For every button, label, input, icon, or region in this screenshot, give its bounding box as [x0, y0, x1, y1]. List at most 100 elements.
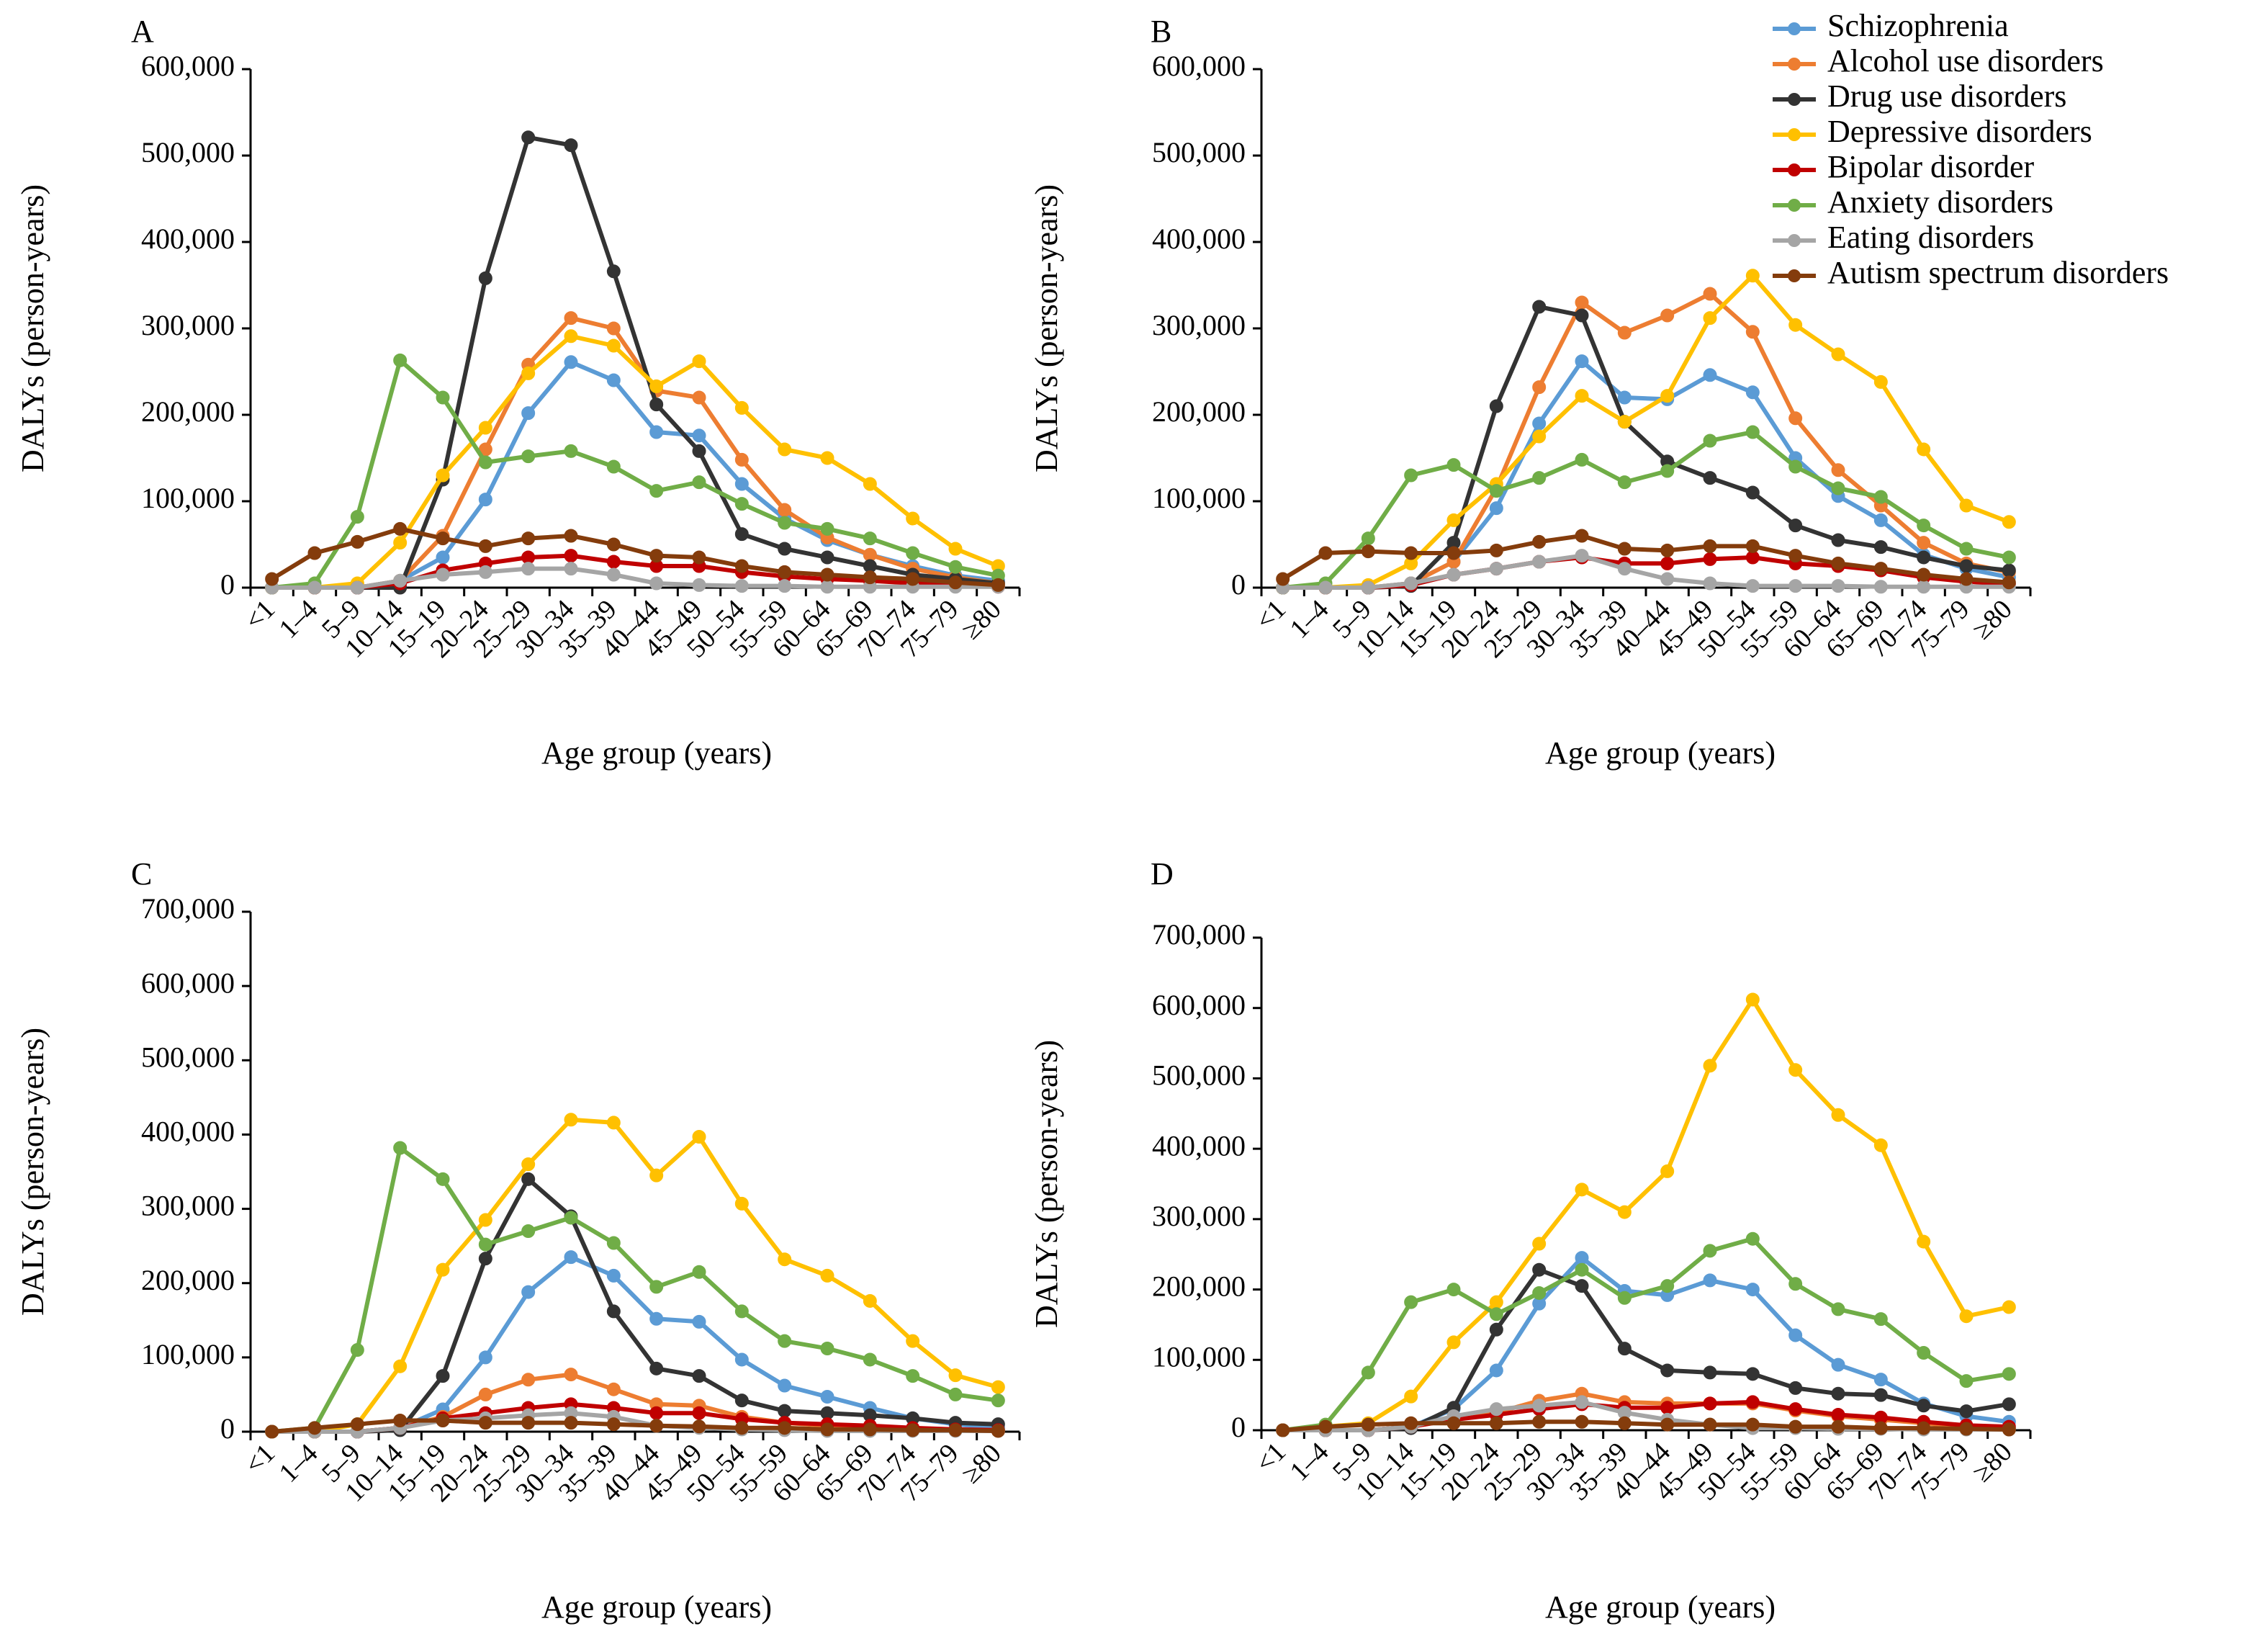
data-point [820, 580, 834, 594]
y-tick-label: 500,000 [1152, 1059, 1246, 1092]
legend-item: Anxiety disorders [1773, 184, 2053, 220]
data-point [1831, 347, 1845, 362]
legend-label: Depressive disorders [1827, 114, 2092, 149]
data-point [778, 516, 792, 530]
y-tick-label: 400,000 [1152, 1129, 1246, 1162]
x-tick-label: 1–4 [274, 594, 324, 645]
data-point [1660, 543, 1675, 557]
data-point [1532, 416, 1547, 431]
data-point [436, 1369, 450, 1383]
data-point [1917, 442, 1931, 457]
data-point [1660, 572, 1675, 586]
x-tick-label: <1 [1250, 594, 1292, 636]
series-line [271, 1255, 999, 1434]
data-point [1959, 572, 1974, 586]
y-tick-label: 0 [220, 568, 235, 601]
data-point [906, 546, 920, 560]
data-point [1660, 389, 1675, 403]
data-point [1745, 992, 1760, 1007]
data-point [393, 353, 408, 367]
legend-label: Bipolar disorder [1827, 149, 2035, 184]
data-point [1745, 385, 1760, 400]
series-line [1282, 534, 2010, 585]
data-point [1575, 1262, 1589, 1277]
data-point [1745, 425, 1760, 439]
data-point [350, 1343, 364, 1358]
data-point [521, 1172, 536, 1186]
data-point [1788, 411, 1803, 426]
data-point [778, 1334, 792, 1348]
data-point [606, 1116, 621, 1130]
data-point [734, 1421, 749, 1435]
data-point [606, 1304, 621, 1319]
data-point [820, 550, 834, 565]
data-point [1831, 556, 1845, 570]
data-point [1745, 1231, 1760, 1246]
data-point [564, 549, 578, 563]
data-point [649, 484, 664, 498]
data-point [991, 1424, 1005, 1438]
data-point [1831, 533, 1845, 547]
data-point [521, 406, 536, 421]
data-point [1489, 1363, 1503, 1378]
legend-swatch-marker [1788, 199, 1801, 212]
chart-panel-c: C 0 100,000 200,000 300,000 400,000 500,000 600… [15, 856, 1021, 1625]
data-point [606, 567, 621, 582]
data-point [778, 542, 792, 556]
data-point [649, 1361, 664, 1376]
data-point [1745, 1367, 1760, 1381]
y-tick-label: 300,000 [141, 309, 235, 341]
data-point [1617, 475, 1632, 490]
data-point [649, 1419, 664, 1433]
data-point [1446, 513, 1461, 527]
data-point [820, 1422, 834, 1437]
legend-item: Depressive disorders [1773, 114, 2092, 149]
data-point [778, 1404, 792, 1418]
data-point [436, 1414, 450, 1428]
data-point [1831, 481, 1845, 495]
data-point [2002, 515, 2016, 529]
legend-label: Eating disorders [1827, 220, 2034, 255]
data-point [606, 1236, 621, 1250]
data-point [991, 1394, 1005, 1408]
series-line [1282, 553, 2010, 590]
panel-label: B [1151, 14, 1171, 49]
data-point [1617, 1291, 1632, 1305]
panel-label: C [131, 856, 152, 892]
data-point [1788, 519, 1803, 533]
data-point [521, 1373, 536, 1387]
data-point [734, 559, 749, 573]
data-point [906, 572, 920, 586]
legend-swatch-marker [1788, 22, 1801, 35]
data-point [1788, 549, 1803, 563]
data-point [1873, 540, 1888, 555]
data-point [1660, 308, 1675, 323]
legend-swatch-marker [1788, 163, 1801, 176]
data-point [1788, 1402, 1803, 1417]
data-point [778, 1421, 792, 1435]
data-point [1703, 1273, 1717, 1288]
data-point [1873, 1138, 1888, 1152]
data-point [1831, 1108, 1845, 1122]
data-point [649, 576, 664, 591]
data-point [692, 1419, 706, 1434]
data-point [564, 1250, 578, 1265]
data-point [1873, 1373, 1888, 1387]
data-point [1404, 576, 1418, 591]
data-point [692, 550, 706, 565]
x-axis-title: Age group (years) [541, 735, 772, 771]
data-point [1361, 544, 1375, 559]
data-point [1446, 546, 1461, 560]
data-point [1959, 1404, 1974, 1419]
y-tick-label: 0 [1231, 568, 1246, 601]
data-point [1446, 458, 1461, 472]
legend-label: Schizophrenia [1827, 8, 2009, 43]
data-point [1917, 567, 1931, 582]
data-point [863, 531, 877, 546]
data-point [564, 1368, 578, 1382]
data-point [1917, 1421, 1931, 1435]
series-schizophrenia [265, 355, 1005, 595]
legend-swatch-marker [1788, 234, 1801, 247]
data-point [1446, 567, 1461, 582]
